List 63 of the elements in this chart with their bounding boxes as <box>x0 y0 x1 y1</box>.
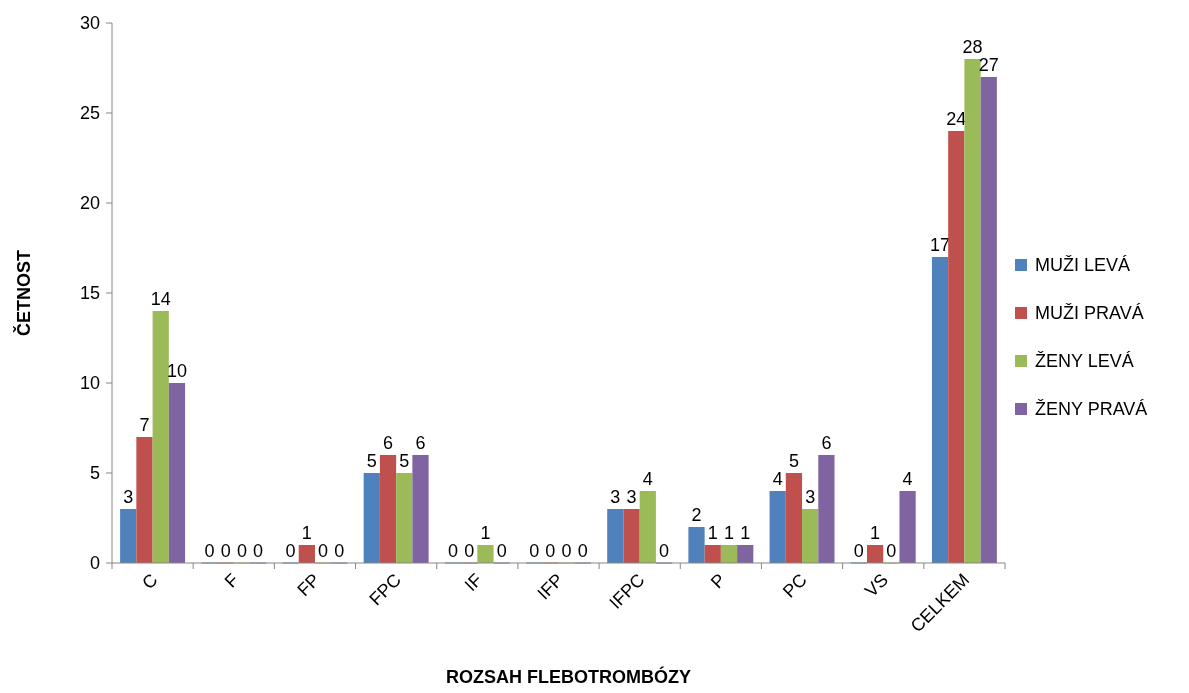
data-label: 10 <box>166 361 187 381</box>
data-label: 1 <box>301 523 312 543</box>
x-tick-label: VS <box>860 569 893 601</box>
data-label: 3 <box>610 487 621 507</box>
data-label: 0 <box>236 541 247 561</box>
data-label: 3 <box>123 487 134 507</box>
data-label: 2 <box>691 505 702 525</box>
data-label: 28 <box>962 37 983 57</box>
data-label: 1 <box>740 523 751 543</box>
data-label: 7 <box>139 415 150 435</box>
y-tick-label: 5 <box>89 463 100 484</box>
data-label: 1 <box>870 523 881 543</box>
data-label: 6 <box>383 433 394 453</box>
x-tick-label: PC <box>779 569 811 602</box>
y-tick-label: 0 <box>89 553 100 574</box>
y-axis-title: ČETNOST <box>13 249 34 337</box>
y-tick-label: 25 <box>79 103 100 124</box>
data-label: 3 <box>626 487 637 507</box>
data-label: 5 <box>399 451 410 471</box>
data-label: 0 <box>577 541 588 561</box>
data-label: 4 <box>772 469 783 489</box>
data-label: 0 <box>285 541 296 561</box>
data-label: 0 <box>204 541 215 561</box>
data-label: 0 <box>334 541 345 561</box>
data-label: 0 <box>529 541 540 561</box>
x-tick-label: IFP <box>533 569 568 604</box>
x-tick-label: IF <box>460 569 487 596</box>
data-label: 1 <box>480 523 491 543</box>
data-label: 4 <box>642 469 653 489</box>
legend-label: ŽENY PRAVÁ <box>1035 399 1148 420</box>
data-label: 0 <box>318 541 329 561</box>
data-label: 24 <box>946 109 967 129</box>
data-label: 0 <box>464 541 475 561</box>
y-tick-label: 30 <box>79 13 100 34</box>
data-label: 14 <box>150 289 171 309</box>
legend-label: ŽENY LEVÁ <box>1035 351 1134 372</box>
data-label: 6 <box>821 433 832 453</box>
data-label: 0 <box>561 541 572 561</box>
data-label: 0 <box>853 541 864 561</box>
data-label: 1 <box>723 523 734 543</box>
data-label: 5 <box>366 451 377 471</box>
x-tick-label: C <box>138 569 162 594</box>
x-axis-title: ROZSAH FLEBOTROMBÓZY <box>446 666 691 687</box>
data-label: 6 <box>415 433 426 453</box>
data-label: 0 <box>545 541 556 561</box>
data-label: 0 <box>659 541 670 561</box>
data-label: 0 <box>447 541 458 561</box>
data-label: 0 <box>886 541 897 561</box>
data-label: 3 <box>805 487 816 507</box>
x-tick-label: FP <box>293 569 324 601</box>
data-label: 0 <box>496 541 507 561</box>
data-label: 0 <box>220 541 231 561</box>
data-label: 1 <box>707 523 718 543</box>
y-tick-label: 20 <box>79 193 100 214</box>
x-tick-label: F <box>220 569 243 592</box>
x-tick-label: P <box>707 569 730 593</box>
data-label: 0 <box>253 541 264 561</box>
data-label: 5 <box>788 451 799 471</box>
legend-label: MUŽI PRAVÁ <box>1035 303 1144 324</box>
data-label: 4 <box>902 469 913 489</box>
y-tick-label: 10 <box>79 373 100 394</box>
legend-label: MUŽI LEVÁ <box>1035 255 1131 276</box>
y-tick-label: 15 <box>79 283 100 304</box>
